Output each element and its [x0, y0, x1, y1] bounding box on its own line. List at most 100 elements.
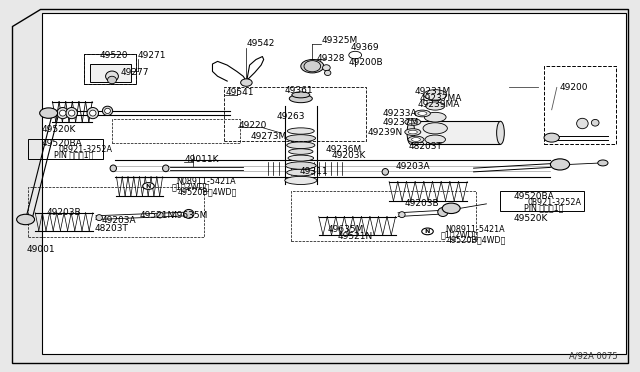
Text: 49271: 49271 — [138, 51, 166, 60]
Ellipse shape — [285, 176, 317, 185]
Ellipse shape — [163, 165, 169, 171]
Ellipse shape — [577, 118, 588, 129]
Text: PIN ピン（1）: PIN ピン（1） — [524, 203, 563, 212]
Ellipse shape — [87, 108, 99, 119]
Bar — [291, 191, 476, 241]
Bar — [500, 191, 584, 211]
Ellipse shape — [287, 128, 314, 134]
Ellipse shape — [106, 71, 118, 81]
Text: 49263: 49263 — [276, 112, 305, 121]
Text: 48203T: 48203T — [408, 142, 442, 151]
Text: （1）2WD）: （1）2WD） — [440, 231, 479, 240]
Ellipse shape — [287, 169, 315, 176]
Text: 49635M: 49635M — [328, 225, 364, 234]
Text: 49325M: 49325M — [321, 36, 358, 45]
Text: 49520B（4WD）: 49520B（4WD） — [178, 187, 237, 196]
Text: 49233A: 49233A — [383, 109, 417, 118]
Ellipse shape — [285, 162, 316, 169]
Text: 49520B（4WD）: 49520B（4WD） — [447, 235, 506, 244]
Text: 49239N: 49239N — [368, 128, 403, 137]
Text: PIN ピン（1）: PIN ピン（1） — [54, 150, 94, 159]
Text: 49277: 49277 — [120, 68, 149, 77]
Text: 49239MA: 49239MA — [417, 100, 460, 109]
Text: 49237MA: 49237MA — [419, 94, 461, 103]
Text: 49203K: 49203K — [332, 151, 366, 160]
Text: 49369: 49369 — [351, 43, 380, 52]
Bar — [224, 87, 366, 141]
Text: （1）2WD）: （1）2WD） — [172, 182, 210, 191]
Ellipse shape — [405, 129, 421, 135]
Ellipse shape — [424, 112, 446, 122]
Text: 49542: 49542 — [246, 39, 275, 48]
Ellipse shape — [412, 138, 420, 141]
Text: 49273M: 49273M — [251, 132, 287, 141]
Text: 49203A: 49203A — [101, 216, 136, 225]
Ellipse shape — [399, 212, 405, 218]
Text: 49236M: 49236M — [325, 145, 362, 154]
Ellipse shape — [90, 110, 96, 116]
Text: 49203B: 49203B — [404, 199, 439, 208]
Ellipse shape — [184, 209, 194, 218]
Bar — [28, 139, 103, 159]
Text: 49328: 49328 — [317, 54, 346, 63]
Text: 49203B: 49203B — [46, 208, 81, 217]
Bar — [84, 54, 136, 84]
Ellipse shape — [66, 108, 77, 119]
Text: 49237M: 49237M — [383, 118, 419, 126]
Ellipse shape — [292, 92, 310, 98]
Ellipse shape — [241, 79, 252, 86]
Text: 49521N: 49521N — [338, 232, 373, 241]
Text: 49311: 49311 — [300, 167, 328, 176]
Circle shape — [442, 203, 460, 214]
Text: 49001: 49001 — [27, 246, 56, 254]
Circle shape — [301, 60, 324, 73]
Text: 48203T: 48203T — [95, 224, 129, 233]
Ellipse shape — [96, 215, 102, 221]
Ellipse shape — [110, 165, 116, 171]
Text: 49520BA: 49520BA — [42, 139, 83, 148]
Circle shape — [598, 160, 608, 166]
Ellipse shape — [323, 65, 330, 71]
Text: 49220: 49220 — [238, 121, 266, 130]
Ellipse shape — [425, 135, 445, 144]
Text: 49520BA: 49520BA — [513, 192, 554, 201]
Text: 08921-3252A: 08921-3252A — [59, 145, 113, 154]
Bar — [544, 66, 616, 144]
Text: 49011K: 49011K — [184, 155, 219, 164]
Ellipse shape — [105, 108, 111, 113]
Bar — [112, 119, 240, 143]
Ellipse shape — [157, 212, 163, 218]
Ellipse shape — [289, 94, 312, 103]
Text: 49520K: 49520K — [42, 125, 76, 134]
Ellipse shape — [424, 90, 447, 100]
Text: 49200B: 49200B — [349, 58, 383, 67]
Ellipse shape — [438, 208, 448, 217]
Text: 49200: 49200 — [560, 83, 589, 92]
Text: N: N — [146, 183, 151, 189]
Text: 49541: 49541 — [225, 88, 254, 97]
Ellipse shape — [68, 110, 75, 116]
Text: 49231M: 49231M — [415, 87, 451, 96]
Text: 49361: 49361 — [285, 86, 314, 94]
Circle shape — [544, 133, 559, 142]
Text: A/92A 0075: A/92A 0075 — [569, 352, 618, 361]
Bar — [28, 187, 204, 237]
Ellipse shape — [288, 155, 314, 161]
Bar — [84, 54, 136, 84]
Ellipse shape — [289, 149, 313, 154]
Ellipse shape — [591, 119, 599, 126]
Circle shape — [349, 51, 362, 59]
Bar — [90, 64, 131, 82]
Ellipse shape — [287, 142, 315, 148]
Ellipse shape — [407, 121, 415, 144]
Ellipse shape — [423, 123, 447, 134]
Circle shape — [422, 228, 433, 235]
Circle shape — [550, 159, 570, 170]
Text: N: N — [425, 229, 430, 234]
Ellipse shape — [405, 119, 421, 125]
Text: 49521N: 49521N — [140, 211, 175, 219]
Ellipse shape — [408, 120, 417, 124]
Text: 49635M: 49635M — [172, 211, 208, 219]
Text: 49203A: 49203A — [396, 162, 430, 171]
Ellipse shape — [324, 70, 331, 76]
